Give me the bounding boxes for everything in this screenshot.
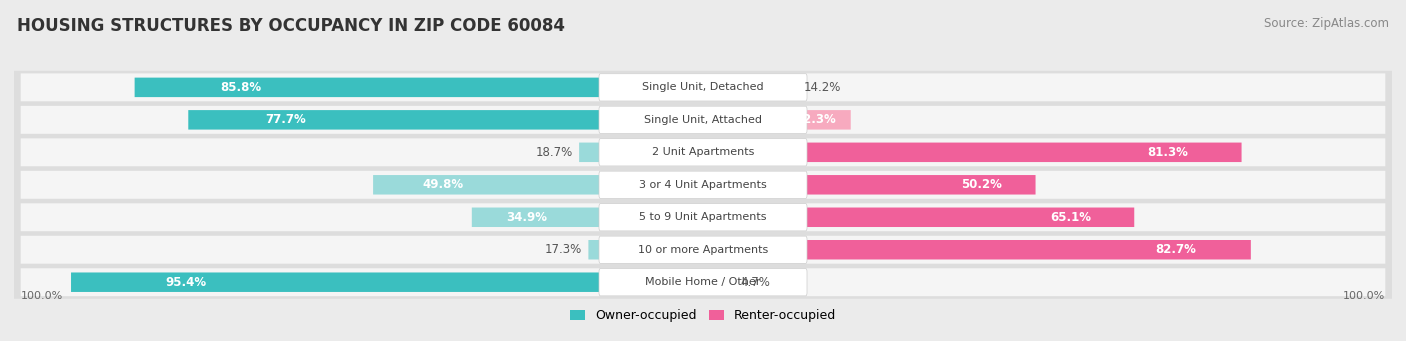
FancyBboxPatch shape (21, 203, 1385, 231)
FancyBboxPatch shape (599, 74, 807, 101)
FancyBboxPatch shape (579, 143, 703, 162)
FancyBboxPatch shape (21, 236, 1385, 264)
FancyBboxPatch shape (599, 236, 807, 263)
Text: 2 Unit Apartments: 2 Unit Apartments (652, 147, 754, 157)
FancyBboxPatch shape (14, 71, 1392, 104)
FancyBboxPatch shape (703, 78, 797, 97)
FancyBboxPatch shape (703, 272, 734, 292)
Text: 100.0%: 100.0% (1343, 291, 1385, 301)
FancyBboxPatch shape (703, 208, 1135, 227)
Text: HOUSING STRUCTURES BY OCCUPANCY IN ZIP CODE 60084: HOUSING STRUCTURES BY OCCUPANCY IN ZIP C… (17, 17, 565, 35)
Text: Source: ZipAtlas.com: Source: ZipAtlas.com (1264, 17, 1389, 30)
FancyBboxPatch shape (599, 171, 807, 198)
FancyBboxPatch shape (21, 73, 1385, 101)
FancyBboxPatch shape (21, 171, 1385, 199)
FancyBboxPatch shape (599, 139, 807, 166)
FancyBboxPatch shape (703, 175, 1036, 194)
Text: 50.2%: 50.2% (962, 178, 1002, 191)
Text: 100.0%: 100.0% (21, 291, 63, 301)
FancyBboxPatch shape (373, 175, 703, 194)
FancyBboxPatch shape (599, 106, 807, 133)
FancyBboxPatch shape (599, 269, 807, 296)
FancyBboxPatch shape (21, 138, 1385, 166)
Text: 4.7%: 4.7% (741, 276, 770, 289)
FancyBboxPatch shape (21, 106, 1385, 134)
Text: 10 or more Apartments: 10 or more Apartments (638, 245, 768, 255)
FancyBboxPatch shape (14, 201, 1392, 234)
FancyBboxPatch shape (135, 78, 703, 97)
Text: 49.8%: 49.8% (423, 178, 464, 191)
FancyBboxPatch shape (14, 103, 1392, 136)
Text: 14.2%: 14.2% (804, 81, 841, 94)
FancyBboxPatch shape (14, 266, 1392, 299)
FancyBboxPatch shape (72, 272, 703, 292)
FancyBboxPatch shape (472, 208, 703, 227)
Text: 82.7%: 82.7% (1156, 243, 1197, 256)
FancyBboxPatch shape (703, 143, 1241, 162)
Text: 34.9%: 34.9% (506, 211, 547, 224)
FancyBboxPatch shape (14, 136, 1392, 169)
FancyBboxPatch shape (599, 204, 807, 231)
FancyBboxPatch shape (21, 268, 1385, 296)
FancyBboxPatch shape (14, 168, 1392, 201)
FancyBboxPatch shape (703, 110, 851, 130)
Text: Single Unit, Attached: Single Unit, Attached (644, 115, 762, 125)
Text: 95.4%: 95.4% (166, 276, 207, 289)
FancyBboxPatch shape (588, 240, 703, 260)
FancyBboxPatch shape (188, 110, 703, 130)
Legend: Owner-occupied, Renter-occupied: Owner-occupied, Renter-occupied (569, 310, 837, 323)
Text: Single Unit, Detached: Single Unit, Detached (643, 83, 763, 92)
Text: 3 or 4 Unit Apartments: 3 or 4 Unit Apartments (640, 180, 766, 190)
Text: 5 to 9 Unit Apartments: 5 to 9 Unit Apartments (640, 212, 766, 222)
Text: Mobile Home / Other: Mobile Home / Other (645, 277, 761, 287)
Text: 22.3%: 22.3% (796, 113, 837, 126)
Text: 77.7%: 77.7% (266, 113, 307, 126)
Text: 18.7%: 18.7% (536, 146, 572, 159)
Text: 65.1%: 65.1% (1050, 211, 1091, 224)
Text: 17.3%: 17.3% (544, 243, 582, 256)
FancyBboxPatch shape (703, 240, 1251, 260)
FancyBboxPatch shape (14, 233, 1392, 266)
Text: 85.8%: 85.8% (219, 81, 262, 94)
Text: 81.3%: 81.3% (1147, 146, 1188, 159)
